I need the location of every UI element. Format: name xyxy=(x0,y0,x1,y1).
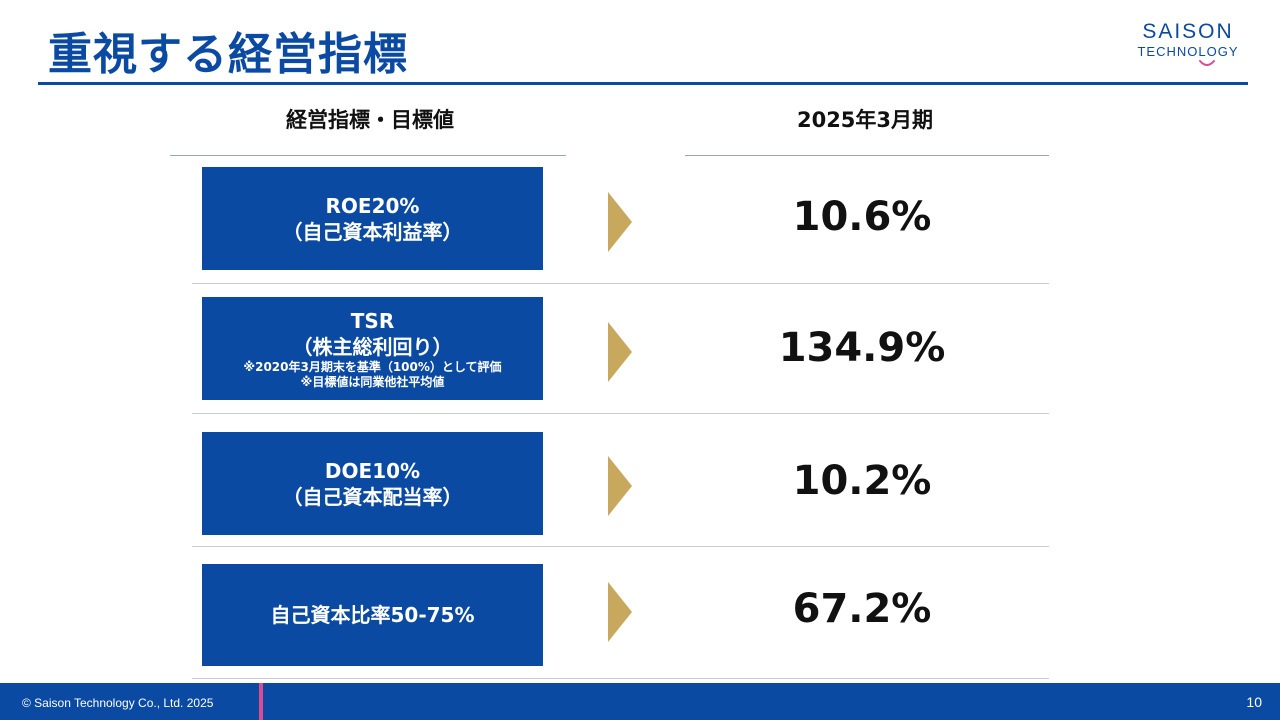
column-header-left: 経営指標・目標値 xyxy=(286,108,454,132)
metric-value-tsr: 134.9% xyxy=(778,325,946,371)
metric-label: 自己資本比率50-75% xyxy=(270,603,475,627)
column-rule-right xyxy=(685,155,1049,156)
logo-line2: TECHNOLOGY xyxy=(1137,44,1239,59)
metric-box-equity-ratio: 自己資本比率50-75% xyxy=(202,564,543,666)
metric-value-doe: 10.2% xyxy=(792,458,932,504)
row-divider xyxy=(192,413,1049,414)
arrow-right-icon xyxy=(608,582,632,642)
metric-label: TSR xyxy=(350,308,395,333)
row-divider xyxy=(192,678,1049,679)
metric-sublabel: （株主総利回り） xyxy=(292,334,453,359)
row-divider xyxy=(192,283,1049,284)
arrow-right-icon xyxy=(608,456,632,516)
metric-label: ROE20% xyxy=(325,193,420,218)
metric-box-tsr: TSR （株主総利回り） ※2020年3月期末を基準（100%）として評価 ※目… xyxy=(202,297,543,400)
metric-value-equity-ratio: 67.2% xyxy=(792,586,932,632)
row-divider xyxy=(192,546,1049,547)
footer-accent-bar xyxy=(259,683,263,720)
arrow-right-icon xyxy=(608,322,632,382)
column-header-right: 2025年3月期 xyxy=(796,108,934,132)
column-rule-left xyxy=(170,155,566,156)
metric-label: DOE10% xyxy=(324,458,421,483)
title-divider xyxy=(38,82,1248,85)
metric-sublabel: （自己資本利益率） xyxy=(282,219,463,244)
metric-box-roe: ROE20% （自己資本利益率） xyxy=(202,167,543,270)
metric-note: ※目標値は同業他社平均値 xyxy=(300,374,445,389)
page-title: 重視する経営指標 xyxy=(48,29,408,80)
metric-value-roe: 10.6% xyxy=(792,194,932,240)
page-number: 10 xyxy=(1246,694,1262,710)
logo-line1: SAISON xyxy=(1142,20,1234,43)
metric-note: ※2020年3月期末を基準（100%）として評価 xyxy=(243,359,502,374)
arrow-right-icon xyxy=(608,192,632,252)
metric-box-doe: DOE10% （自己資本配当率） xyxy=(202,432,543,535)
logo-smile-icon xyxy=(1199,60,1215,66)
metric-sublabel: （自己資本配当率） xyxy=(282,484,463,509)
copyright-text: © Saison Technology Co., Ltd. 2025 xyxy=(22,696,214,710)
company-logo: SAISON TECHNOLOGY xyxy=(1126,20,1250,66)
footer-bar: © Saison Technology Co., Ltd. 2025 10 xyxy=(0,683,1280,720)
